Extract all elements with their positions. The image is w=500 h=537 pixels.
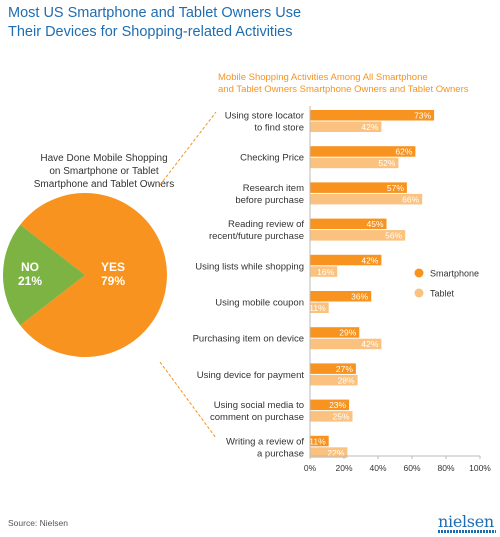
bar-label-tablet-5: 16% [317,267,334,277]
bar-label-tablet-8: 28% [338,375,355,385]
bar-label-smartphone-7: 29% [339,328,356,338]
pie-value-no: 21% [18,274,42,288]
category-label-10-line-2: a purchase [257,448,304,459]
category-label-7: Purchasing item on device [193,334,304,345]
pie-heading-line-3: Smartphone and Tablet Owners [33,179,175,190]
category-label-1-line-1: Using store locator [225,111,304,122]
bar-smartphone-8 [310,363,356,374]
bar-tablet-3 [310,193,423,205]
bar-label-tablet-10: 22% [327,448,344,458]
category-label-9-line-1: Using social media to [214,400,304,411]
pie-value-yes: 79% [101,274,125,288]
pie-heading-line-1: Have Done Mobile Shopping [40,153,168,164]
legend-marker-tablet [414,288,424,298]
bar-label-smartphone-8: 27% [336,364,353,374]
pie-heading: Have Done Mobile Shopping on Smartphone … [4,152,204,191]
bar-label-smartphone-2: 62% [395,147,412,157]
legend-label-smartphone: Smartphone [430,269,479,279]
bar-smartphone-5 [310,254,382,266]
bar-label-smartphone-6: 36% [351,292,368,302]
bar-chart-title-line-2: and Tablet Owners Smartphone Owners and … [218,84,469,95]
x-tick-label-6: 100% [469,463,491,473]
category-label-2: Checking Price [240,153,304,164]
nielsen-logo: nielsen [438,512,494,531]
bar-tablet-7 [310,338,382,350]
bar-smartphone-3 [310,182,407,193]
bar-smartphone-2 [310,146,416,157]
category-label-3-line-2: before purchase [235,195,304,206]
x-tick-label-5: 80% [437,463,454,473]
category-label-5: Using lists while shopping [195,261,304,272]
bar-tablet-2 [310,157,399,169]
category-label-9-line-2: comment on purchase [210,412,304,423]
chart-title-line-2: Their Devices for Shopping-related Activ… [8,24,293,40]
bar-label-smartphone-4: 45% [366,219,383,229]
pie-label-yes: YES [101,260,125,274]
category-label-8: Using device for payment [197,370,305,381]
x-tick-label-3: 40% [369,463,386,473]
bar-smartphone-6 [310,291,372,302]
bar-label-tablet-4: 56% [385,231,402,241]
bar-label-smartphone-3: 57% [387,183,404,193]
chart-title: Most US Smartphone and Tablet Owners Use… [8,4,338,42]
x-tick-label-2: 20% [335,463,352,473]
pie-slice-yes [20,193,167,358]
bar-label-tablet-9: 25% [332,412,349,422]
category-label-6: Using mobile coupon [215,298,304,309]
bar-tablet-10 [310,447,348,458]
category-label-4-line-2: recent/future purchase [209,231,304,242]
bar-tablet-4 [310,230,406,241]
bar-smartphone-1 [310,110,435,121]
bar-tablet-5 [310,266,338,277]
category-label-4-line-1: Reading review of [228,219,304,230]
bar-smartphone-10 [310,435,329,447]
category-label-3-line-1: Research item [243,183,304,194]
bar-smartphone-9 [310,399,350,411]
nielsen-logo-rule [438,530,496,533]
pie-slice-no [2,224,85,326]
legend-label-tablet: Tablet [430,289,455,299]
bar-label-smartphone-10: 11% [309,436,326,446]
bar-label-tablet-3: 66% [402,194,419,204]
bar-label-smartphone-9: 23% [329,400,346,410]
legend-marker-smartphone [414,268,424,278]
bar-tablet-8 [310,374,358,386]
bar-smartphone-7 [310,327,360,338]
bar-label-tablet-7: 42% [361,339,378,349]
pie-heading-line-2: on Smartphone or Tablet [49,166,159,177]
x-tick-label-1: 0% [304,463,317,473]
bar-label-smartphone-1: 73% [414,111,431,121]
connector-top [159,111,217,186]
bar-tablet-9 [310,411,353,422]
bar-label-smartphone-5: 42% [361,255,378,265]
bar-tablet-6 [310,302,329,313]
bar-label-tablet-2: 52% [378,158,395,168]
bar-label-tablet-1: 42% [361,122,378,132]
bar-tablet-1 [310,121,382,132]
bar-label-tablet-6: 11% [309,303,326,313]
bar-smartphone-4 [310,218,387,230]
pie-label-no: NO [21,260,39,274]
bar-chart-title-line-1: Mobile Shopping Activities Among All Sma… [218,72,428,83]
x-tick-label-4: 60% [403,463,420,473]
category-label-10-line-1: Writing a review of [226,436,304,447]
chart-title-line-1: Most US Smartphone and Tablet Owners Use [8,5,302,21]
category-label-1-line-2: to find store [254,123,304,134]
connector-bottom [159,361,217,439]
source-note: Source: Nielsen [8,518,69,528]
